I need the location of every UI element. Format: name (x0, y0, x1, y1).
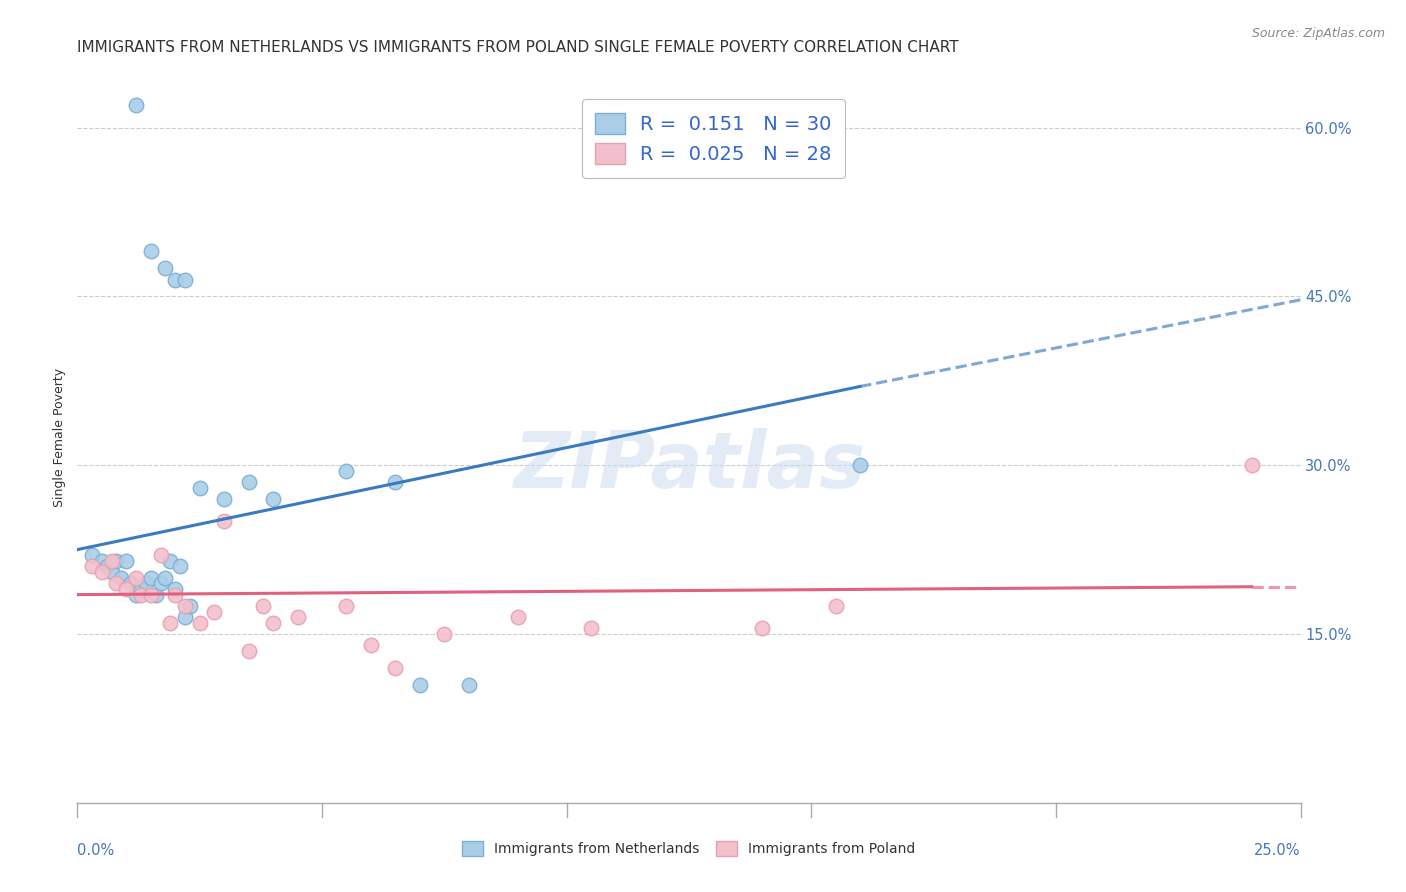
Y-axis label: Single Female Poverty: Single Female Poverty (53, 368, 66, 507)
Point (155, 261, 177, 276)
Point (238, 644, 260, 658)
Legend: Immigrants from Netherlands, Immigrants from Poland: Immigrants from Netherlands, Immigrants … (457, 836, 921, 862)
Point (165, 588, 187, 602)
Point (105, 554, 128, 568)
Point (179, 599, 201, 613)
Point (212, 491, 235, 506)
Point (751, 621, 773, 635)
Point (139, 571, 162, 585)
Point (129, 588, 152, 602)
Text: ZIPatlas: ZIPatlas (513, 428, 865, 504)
Point (149, 576, 172, 591)
Point (849, 458, 872, 473)
Point (262, 491, 284, 506)
Point (100, 554, 122, 568)
Point (115, 582, 138, 596)
Point (202, 605, 225, 619)
Point (120, 576, 142, 591)
Point (287, 610, 309, 624)
Point (139, 588, 162, 602)
Point (90, 565, 112, 579)
Point (110, 571, 132, 585)
Point (252, 599, 274, 613)
Point (145, 588, 167, 602)
Text: Source: ZipAtlas.com: Source: ZipAtlas.com (1251, 27, 1385, 40)
Point (335, 599, 357, 613)
Point (457, 678, 479, 692)
Point (90, 554, 112, 568)
Point (165, 272, 187, 286)
Point (174, 272, 197, 286)
Point (188, 481, 211, 495)
Point (96, 559, 118, 574)
Point (335, 464, 357, 478)
Point (80, 548, 103, 562)
Point (165, 582, 187, 596)
Point (409, 678, 432, 692)
Point (159, 615, 181, 630)
Point (125, 98, 148, 112)
Point (125, 571, 148, 585)
Point (188, 615, 211, 630)
Point (1240, 458, 1263, 473)
Point (105, 576, 128, 591)
Text: 25.0%: 25.0% (1254, 843, 1301, 858)
Point (384, 661, 406, 675)
Point (174, 599, 197, 613)
Point (139, 244, 162, 259)
Point (100, 565, 122, 579)
Point (115, 554, 138, 568)
Point (238, 475, 260, 489)
Point (579, 621, 602, 635)
Point (174, 610, 197, 624)
Point (135, 576, 157, 591)
Point (149, 548, 172, 562)
Point (824, 599, 846, 613)
Point (262, 615, 284, 630)
Point (125, 588, 148, 602)
Text: 0.0%: 0.0% (77, 843, 114, 858)
Point (506, 610, 529, 624)
Point (169, 559, 191, 574)
Point (80, 559, 103, 574)
Point (433, 627, 456, 641)
Text: IMMIGRANTS FROM NETHERLANDS VS IMMIGRANTS FROM POLAND SINGLE FEMALE POVERTY CORR: IMMIGRANTS FROM NETHERLANDS VS IMMIGRANT… (77, 40, 959, 55)
Point (155, 571, 177, 585)
Point (360, 638, 382, 652)
Point (159, 554, 181, 568)
Point (129, 582, 152, 596)
Point (212, 515, 235, 529)
Point (384, 475, 406, 489)
